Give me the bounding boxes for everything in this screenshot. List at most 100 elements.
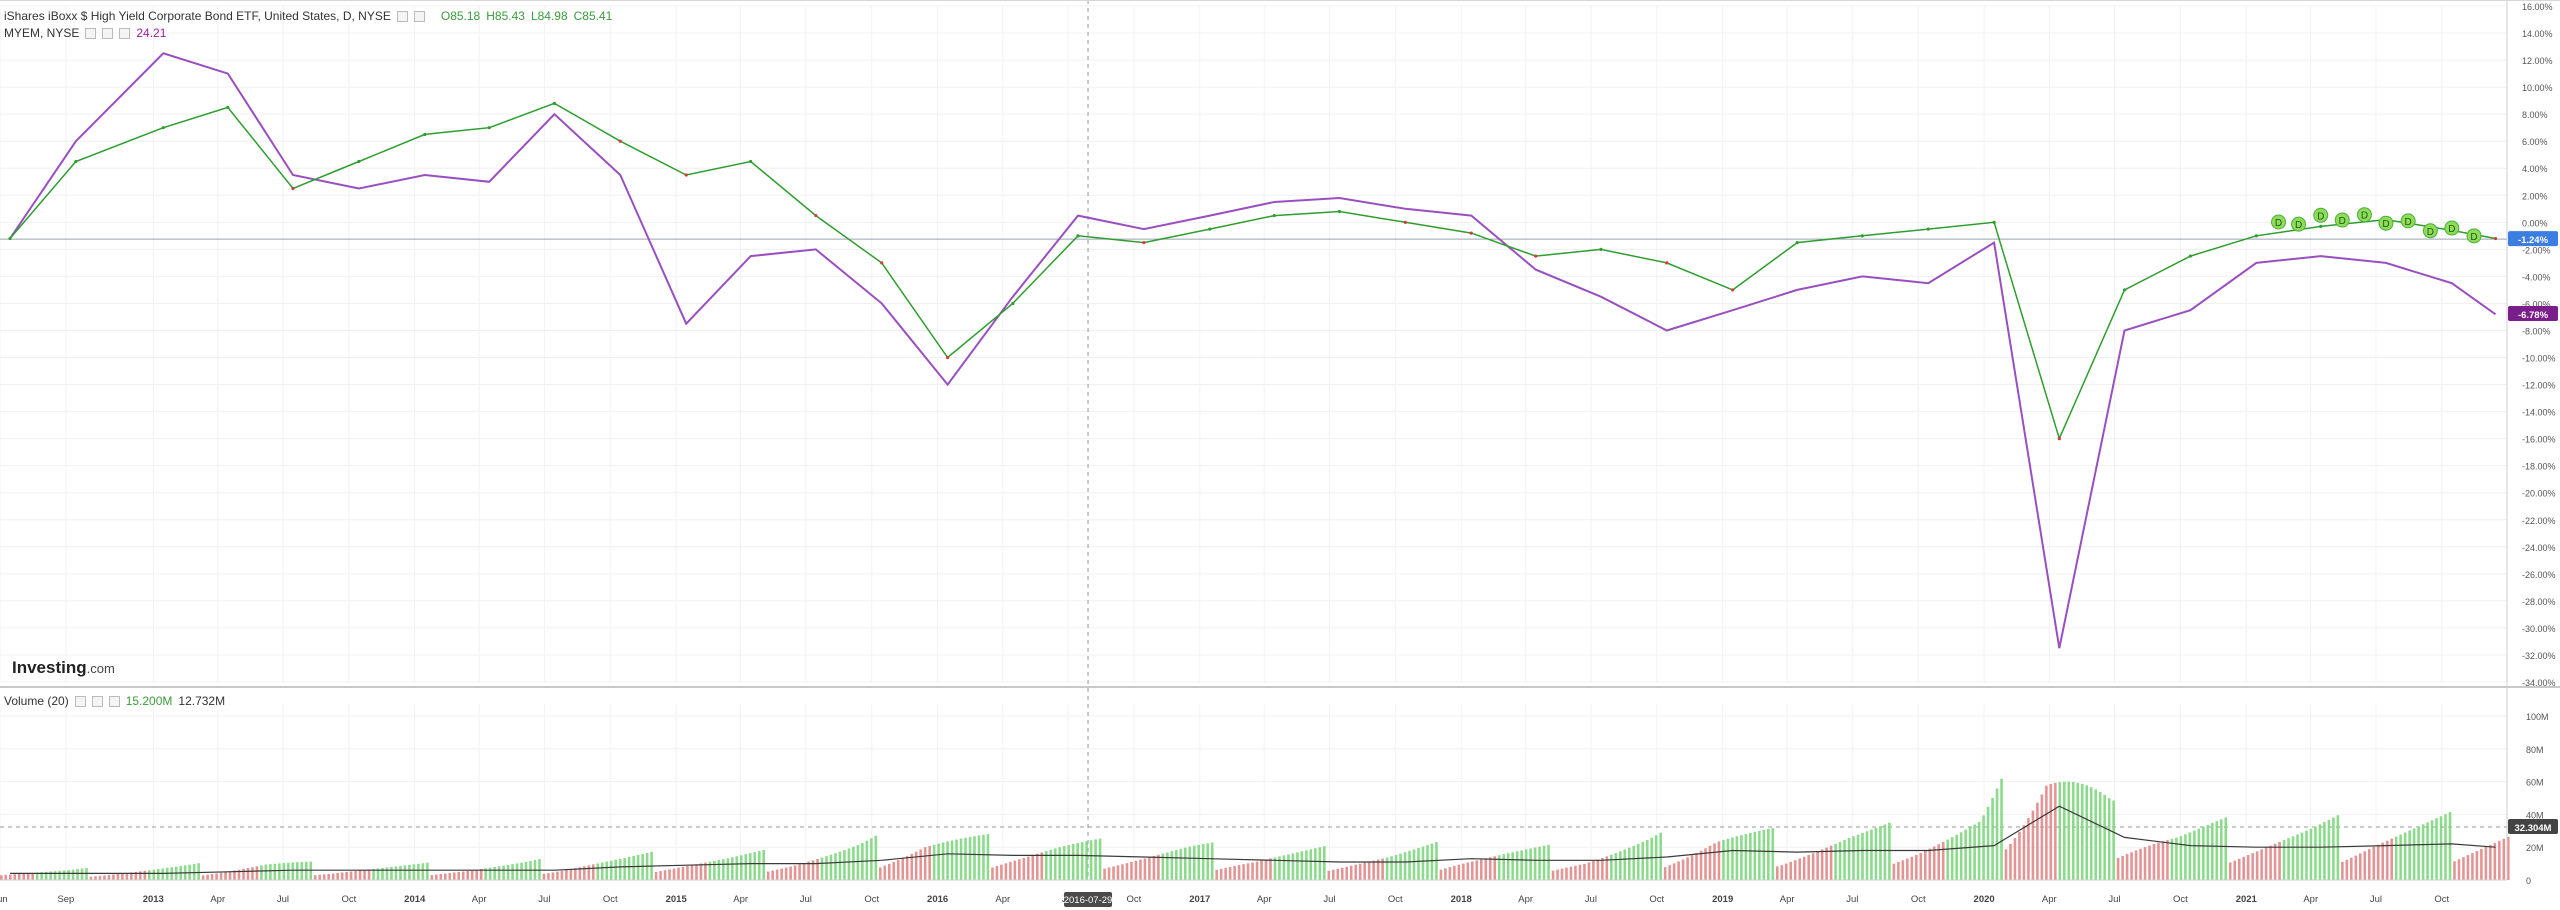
volume-bar: [1291, 853, 1295, 880]
dividend-marker[interactable]: [2291, 216, 2307, 232]
time-tick-label: Apr: [1780, 894, 1795, 905]
volume-bar: [1771, 828, 1775, 880]
price-tick-label: -32.00%: [2522, 651, 2556, 661]
volume-bar: [2139, 848, 2142, 880]
volume-bar: [928, 845, 931, 880]
volume-bar: [574, 868, 577, 880]
compare-legend[interactable]: MYEM, NYSE 24.21: [4, 26, 166, 40]
volume-bar: [107, 874, 111, 880]
volume-bar: [2193, 830, 2196, 880]
volume-bar: [1726, 838, 1730, 880]
volume-legend[interactable]: Volume (20) 15.200M 12.732M: [4, 694, 225, 708]
volume-bar: [1125, 863, 1129, 880]
dividend-marker[interactable]: [2422, 223, 2438, 239]
volume-bar: [870, 838, 873, 880]
volume-bar: [1331, 869, 1335, 880]
volume-bar: [246, 868, 250, 880]
volume-bar: [156, 869, 160, 880]
hyg-data-point: [1665, 261, 1669, 265]
dividend-marker[interactable]: [2271, 214, 2287, 230]
volume-bar: [2027, 818, 2030, 880]
volume-bar: [358, 870, 362, 880]
volume-bar: [76, 869, 79, 880]
volume-bar: [1982, 815, 1985, 880]
volume-bar: [1430, 843, 1434, 880]
settings-square-icon[interactable]: [396, 10, 408, 22]
hide-square-icon[interactable]: [413, 10, 425, 22]
time-x-axis[interactable]: Jun Sep 2013 Apr Jul Oct 2014 Apr Jul Oct 2015 Apr J…: [0, 892, 2450, 907]
hyg-data-point: [1795, 241, 1799, 245]
volume-bar: [2175, 837, 2178, 880]
volume-bar: [542, 873, 546, 880]
volume-bar: [1381, 858, 1384, 880]
volume-bar: [336, 872, 339, 880]
volume-bars: [0, 778, 2510, 880]
volume-title[interactable]: Volume (20): [4, 694, 69, 708]
volume-bar: [1058, 847, 1062, 880]
main-legend-title[interactable]: iShares iBoxx $ High Yield Corporate Bon…: [4, 9, 391, 23]
volume-bar: [1578, 864, 1582, 880]
volume-bar: [260, 865, 263, 880]
volume-bar: [1699, 850, 1703, 880]
settings-square-icon[interactable]: [85, 27, 97, 39]
volume-bar: [2089, 787, 2093, 880]
volume-bar: [865, 840, 869, 880]
volume-bar: [1964, 829, 1967, 880]
dividend-markers[interactable]: D D D D D D D D D D: [2271, 207, 2482, 244]
volume-bar: [672, 868, 676, 880]
volume-bar: [1663, 867, 1667, 880]
dividend-marker[interactable]: [2334, 212, 2350, 228]
volume-bar: [2412, 828, 2416, 880]
hyg-data-point: [1142, 241, 1146, 245]
main-legend[interactable]: iShares iBoxx $ High Yield Corporate Bon…: [4, 9, 612, 23]
volume-bar: [1471, 861, 1474, 880]
volume-bar: [807, 861, 810, 880]
volume-bar: [1457, 864, 1461, 880]
volume-bar: [2255, 851, 2259, 880]
dividend-marker[interactable]: [2313, 207, 2329, 223]
remove-square-icon[interactable]: [119, 27, 131, 39]
time-tick-label: Jul: [538, 894, 550, 905]
volume-bar: [2417, 826, 2420, 880]
volume-bar: [1435, 842, 1438, 880]
price-tick-label: -2.00%: [2522, 245, 2551, 255]
volume-bar: [376, 868, 380, 880]
volume-bar: [273, 863, 277, 880]
hide-square-icon[interactable]: [91, 695, 103, 707]
volume-bar: [98, 875, 102, 880]
hide-square-icon[interactable]: [102, 27, 114, 39]
price-y-axis[interactable]: 16.00% 14.00% 12.00% 10.00% 8.00% 6.00% 4.00% 2…: [2508, 2, 2558, 688]
volume-bar: [2170, 838, 2174, 880]
dividend-marker[interactable]: [2400, 213, 2416, 229]
volume-bar: [1529, 848, 1532, 880]
volume-bar: [439, 874, 443, 880]
volume-bar: [1820, 849, 1824, 880]
volume-bar: [2022, 825, 2026, 880]
volume-bar: [1807, 854, 1810, 880]
volume-bar: [457, 872, 461, 880]
settings-square-icon[interactable]: [74, 695, 86, 707]
volume-bar: [1493, 856, 1497, 880]
volume-bar: [295, 862, 299, 880]
volume-bar: [1502, 854, 1506, 880]
volume-bar: [152, 869, 156, 880]
compare-symbol[interactable]: MYEM, NYSE: [4, 26, 80, 40]
dividend-marker[interactable]: [2378, 215, 2394, 231]
volume-bar: [905, 856, 909, 880]
volume-bar: [1569, 866, 1573, 880]
dividend-marker[interactable]: [2466, 228, 2482, 244]
volume-bar: [2336, 815, 2340, 880]
time-tick-label: Apr: [995, 894, 1010, 905]
dividend-marker[interactable]: [2444, 220, 2460, 236]
volume-bar: [1627, 847, 1631, 880]
dividend-marker[interactable]: [2356, 207, 2372, 223]
volume-bar: [753, 852, 757, 880]
remove-square-icon[interactable]: [108, 695, 120, 707]
volume-bar: [2408, 830, 2411, 880]
volume-y-axis[interactable]: 100M 80M 60M 40M 20M 0 32.304M: [2508, 712, 2558, 886]
volume-bar: [847, 848, 851, 880]
volume-bar: [520, 862, 523, 880]
volume-bar: [1282, 855, 1286, 880]
dividend-label: D: [2361, 211, 2368, 222]
